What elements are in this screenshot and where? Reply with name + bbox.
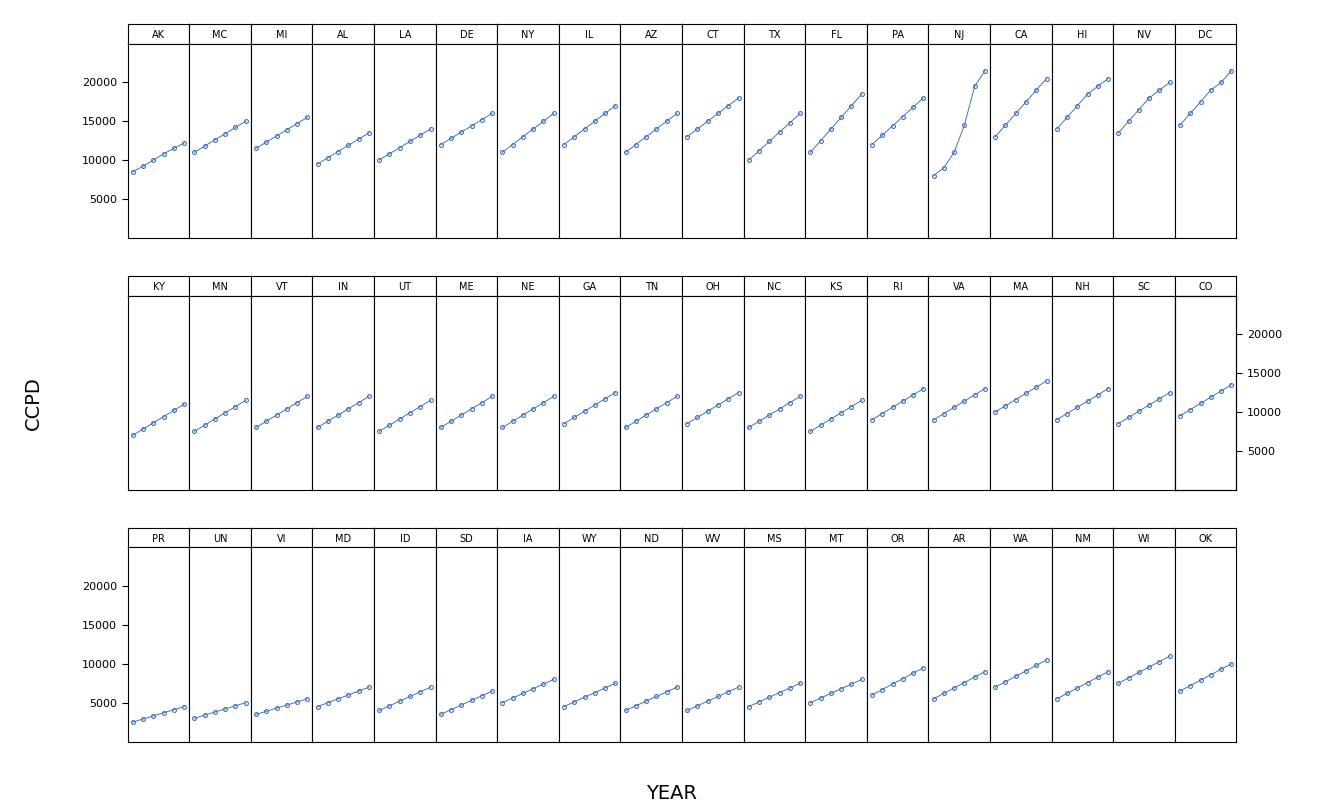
Text: NM: NM (1075, 534, 1090, 544)
Text: MS: MS (767, 534, 782, 544)
Text: VT: VT (276, 282, 288, 292)
Text: CA: CA (1015, 30, 1028, 39)
Text: ND: ND (644, 534, 659, 544)
Text: TN: TN (645, 282, 659, 292)
Text: AR: AR (953, 534, 966, 544)
Text: KS: KS (829, 282, 843, 292)
Text: ID: ID (399, 534, 410, 544)
Text: LA: LA (399, 30, 411, 39)
Text: MD: MD (335, 534, 351, 544)
Text: SD: SD (460, 534, 473, 544)
Text: CCPD: CCPD (24, 376, 43, 430)
Text: MT: MT (829, 534, 843, 544)
Text: IA: IA (523, 534, 532, 544)
Text: RI: RI (892, 282, 903, 292)
Text: VI: VI (277, 534, 286, 544)
Text: OH: OH (706, 282, 720, 292)
Text: CO: CO (1199, 282, 1212, 292)
Text: PR: PR (152, 534, 165, 544)
Text: FL: FL (831, 30, 841, 39)
Text: AZ: AZ (645, 30, 659, 39)
Text: DC: DC (1199, 30, 1212, 39)
Text: TX: TX (769, 30, 781, 39)
Text: IN: IN (339, 282, 348, 292)
Text: HI: HI (1078, 30, 1087, 39)
Text: NE: NE (521, 282, 535, 292)
Text: NJ: NJ (954, 30, 965, 39)
Text: ME: ME (460, 282, 474, 292)
Text: NC: NC (767, 282, 782, 292)
Text: AK: AK (152, 30, 165, 39)
Text: AL: AL (337, 30, 349, 39)
Text: NY: NY (521, 30, 535, 39)
Text: CT: CT (707, 30, 719, 39)
Text: IL: IL (586, 30, 594, 39)
Text: WA: WA (1013, 534, 1028, 544)
Text: MC: MC (212, 30, 227, 39)
Text: UT: UT (398, 282, 411, 292)
Text: WV: WV (704, 534, 720, 544)
Text: VA: VA (953, 282, 965, 292)
Text: YEAR: YEAR (646, 784, 698, 804)
Text: WY: WY (582, 534, 598, 544)
Text: NH: NH (1075, 282, 1090, 292)
Text: OR: OR (891, 534, 905, 544)
Text: NV: NV (1137, 30, 1150, 39)
Text: WI: WI (1138, 534, 1150, 544)
Text: MA: MA (1013, 282, 1028, 292)
Text: GA: GA (582, 282, 597, 292)
Text: PA: PA (891, 30, 903, 39)
Text: SC: SC (1137, 282, 1150, 292)
Text: OK: OK (1199, 534, 1212, 544)
Text: KY: KY (152, 282, 164, 292)
Text: DE: DE (460, 30, 473, 39)
Text: MN: MN (212, 282, 228, 292)
Text: MI: MI (276, 30, 288, 39)
Text: UN: UN (212, 534, 227, 544)
